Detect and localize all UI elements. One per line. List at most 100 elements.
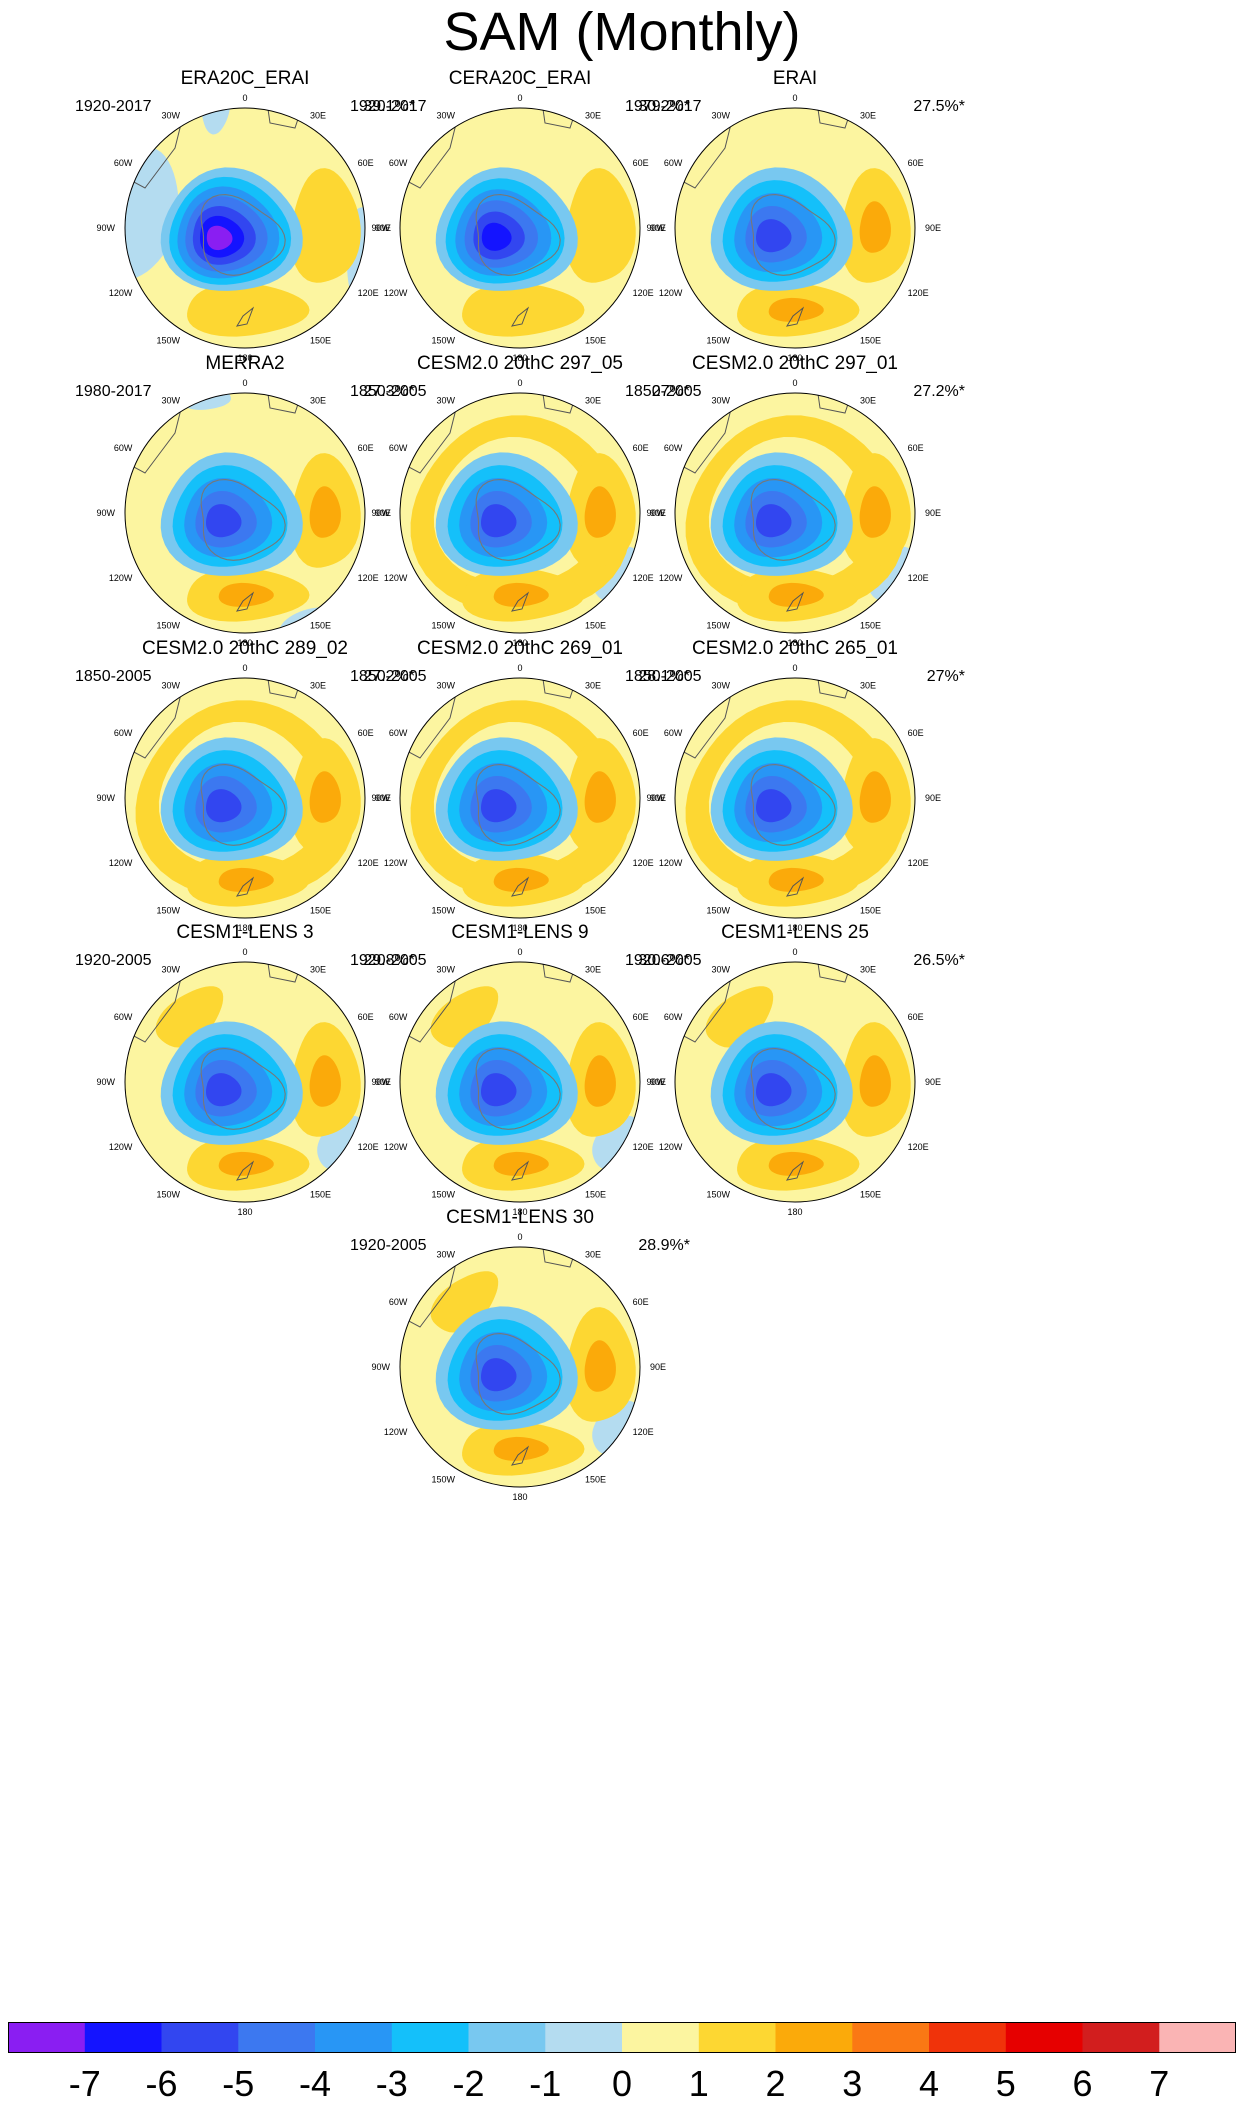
map-boundary xyxy=(399,961,641,1203)
longitude-label: 60E xyxy=(908,1012,924,1022)
longitude-label: 120E xyxy=(908,288,929,298)
longitude-label: 0 xyxy=(792,93,797,103)
negative-contour xyxy=(206,504,242,538)
colorbar-tick-label: 0 xyxy=(612,2063,632,2104)
longitude-label: 90W xyxy=(96,793,115,803)
longitude-label: 120W xyxy=(384,1427,408,1437)
longitude-label: 150E xyxy=(860,906,881,916)
panel-variance-explained: 27.2%* xyxy=(913,383,965,400)
map-panel: CESM1-LENS 9 1920-2005 30.6%* 0 30E 60E 90E 120… xyxy=(340,922,700,1302)
longitude-label: 30W xyxy=(436,964,455,974)
south-america-coastline xyxy=(125,678,186,759)
longitude-label: 150E xyxy=(310,906,331,916)
panel-period: 1920-2017 xyxy=(75,98,152,115)
new-zealand-coastline xyxy=(510,306,530,327)
positive-core xyxy=(493,1151,549,1176)
longitude-label: 120E xyxy=(908,858,929,868)
map-boundary xyxy=(399,1246,641,1488)
panel-variance-explained: 30.2%* xyxy=(638,98,690,115)
longitude-label: 150W xyxy=(156,621,180,631)
panel-period: 1850-2005 xyxy=(625,668,702,685)
panel-variance-explained: 39.1%* xyxy=(363,98,415,115)
map-boundary xyxy=(124,392,366,634)
longitude-label: 150E xyxy=(585,621,606,631)
positive-core xyxy=(584,771,616,823)
new-zealand-coastline xyxy=(785,876,805,897)
longitude-label: 90W xyxy=(371,793,390,803)
longitude-label: 30E xyxy=(860,680,876,690)
longitude-label: 0 xyxy=(792,947,797,957)
colorbar-bin xyxy=(391,2022,470,2052)
colorbar-bin xyxy=(775,2022,853,2052)
negative-contour xyxy=(481,789,517,823)
polar-map: 0 30E 60E 90E 120E 150E 180 150W 120W 90W 60W 30W xyxy=(646,93,941,363)
positive-core xyxy=(768,297,824,322)
panel-title: CESM1-LENS 9 xyxy=(451,922,589,943)
longitude-label: 60W xyxy=(664,158,683,168)
longitude-label: 90E xyxy=(925,223,941,233)
panel-variance-explained: 26.5%* xyxy=(913,952,965,969)
longitude-label: 60E xyxy=(358,728,374,738)
map-boundary xyxy=(399,107,641,349)
longitude-label: 0 xyxy=(792,378,797,388)
panel-variance-explained: 30.6%* xyxy=(638,952,690,969)
positive-lobe xyxy=(462,283,585,337)
positive-core xyxy=(493,867,549,892)
longitude-label: 30W xyxy=(161,680,180,690)
positive-core xyxy=(584,1340,616,1392)
colorbar-bin xyxy=(622,2022,700,2052)
longitude-label: 150W xyxy=(431,1475,455,1485)
longitude-label: 90E xyxy=(375,223,391,233)
longitude-label: 120E xyxy=(358,1142,379,1152)
panel-title: CESM2.0 20thC 265_01 xyxy=(692,638,898,659)
new-zealand-coastline xyxy=(510,591,530,612)
longitude-label: 180 xyxy=(787,353,802,363)
map-panel: MERRA2 1980-2017 27.3%* 0 30E 60E 90E 120E 150E 1… xyxy=(65,353,425,733)
longitude-label: 0 xyxy=(792,663,797,673)
longitude-label: 150W xyxy=(431,906,455,916)
longitude-label: 150W xyxy=(706,336,730,346)
longitude-label: 30W xyxy=(711,110,730,120)
colorbar-tick-label: -6 xyxy=(145,2063,177,2104)
longitude-label: 120W xyxy=(659,573,683,583)
panel-period: 1980-2017 xyxy=(75,383,152,400)
longitude-label: 60W xyxy=(389,1012,408,1022)
colorbar-tick-label: 5 xyxy=(996,2063,1016,2104)
new-zealand-coastline xyxy=(235,1160,255,1181)
longitude-label: 180 xyxy=(512,353,527,363)
longitude-label: 120W xyxy=(659,858,683,868)
new-zealand-coastline xyxy=(785,1160,805,1181)
antarctica-coastline xyxy=(750,764,836,846)
polar-map: 0 30E 60E 90E 120E 150E 180 150W 120W 90W 60W 30W xyxy=(96,663,391,933)
longitude-label: 90E xyxy=(925,793,941,803)
longitude-label: 120W xyxy=(384,1142,408,1152)
south-america-coastline xyxy=(400,962,461,1043)
south-america-coastline xyxy=(400,393,461,474)
positive-lobe xyxy=(290,168,361,283)
colorbar-tick-label: 4 xyxy=(919,2063,939,2104)
longitude-label: 60E xyxy=(633,443,649,453)
panel-title: CESM2.0 20thC 297_05 xyxy=(417,353,623,374)
longitude-label: 180 xyxy=(512,1492,527,1502)
map-panel: CESM2.0 20thC 265_01 1850-2005 27%* 0 30E 60E… xyxy=(615,638,975,1018)
longitude-label: 180 xyxy=(237,638,252,648)
antarctica-coastline xyxy=(200,1048,286,1130)
new-zealand-coastline xyxy=(510,1160,530,1181)
colorbar-bin xyxy=(852,2022,930,2052)
longitude-label: 60W xyxy=(664,443,683,453)
longitude-label: 60W xyxy=(114,728,133,738)
longitude-label: 180 xyxy=(237,923,252,933)
longitude-label: 120E xyxy=(633,1427,654,1437)
colorbar-tick-label: 7 xyxy=(1149,2063,1169,2104)
panel-variance-explained: 28.9%* xyxy=(638,1237,690,1254)
longitude-label: 150W xyxy=(156,1190,180,1200)
longitude-label: 60E xyxy=(633,1012,649,1022)
map-panel: CESM1-LENS 30 1920-2005 28.9%* 0 30E 60E 90E 12… xyxy=(340,1207,700,1587)
polar-map: 0 30E 60E 90E 120E 150E 180 150W 120W 90W 60W 30W xyxy=(646,378,941,648)
negative-contour xyxy=(206,1073,242,1107)
panel-period: 1979-2017 xyxy=(625,98,702,115)
colorbar-tick-label: 1 xyxy=(689,2063,709,2104)
longitude-label: 0 xyxy=(517,93,522,103)
map-boundary xyxy=(124,677,366,919)
panel-period: 1920-2005 xyxy=(625,952,702,969)
